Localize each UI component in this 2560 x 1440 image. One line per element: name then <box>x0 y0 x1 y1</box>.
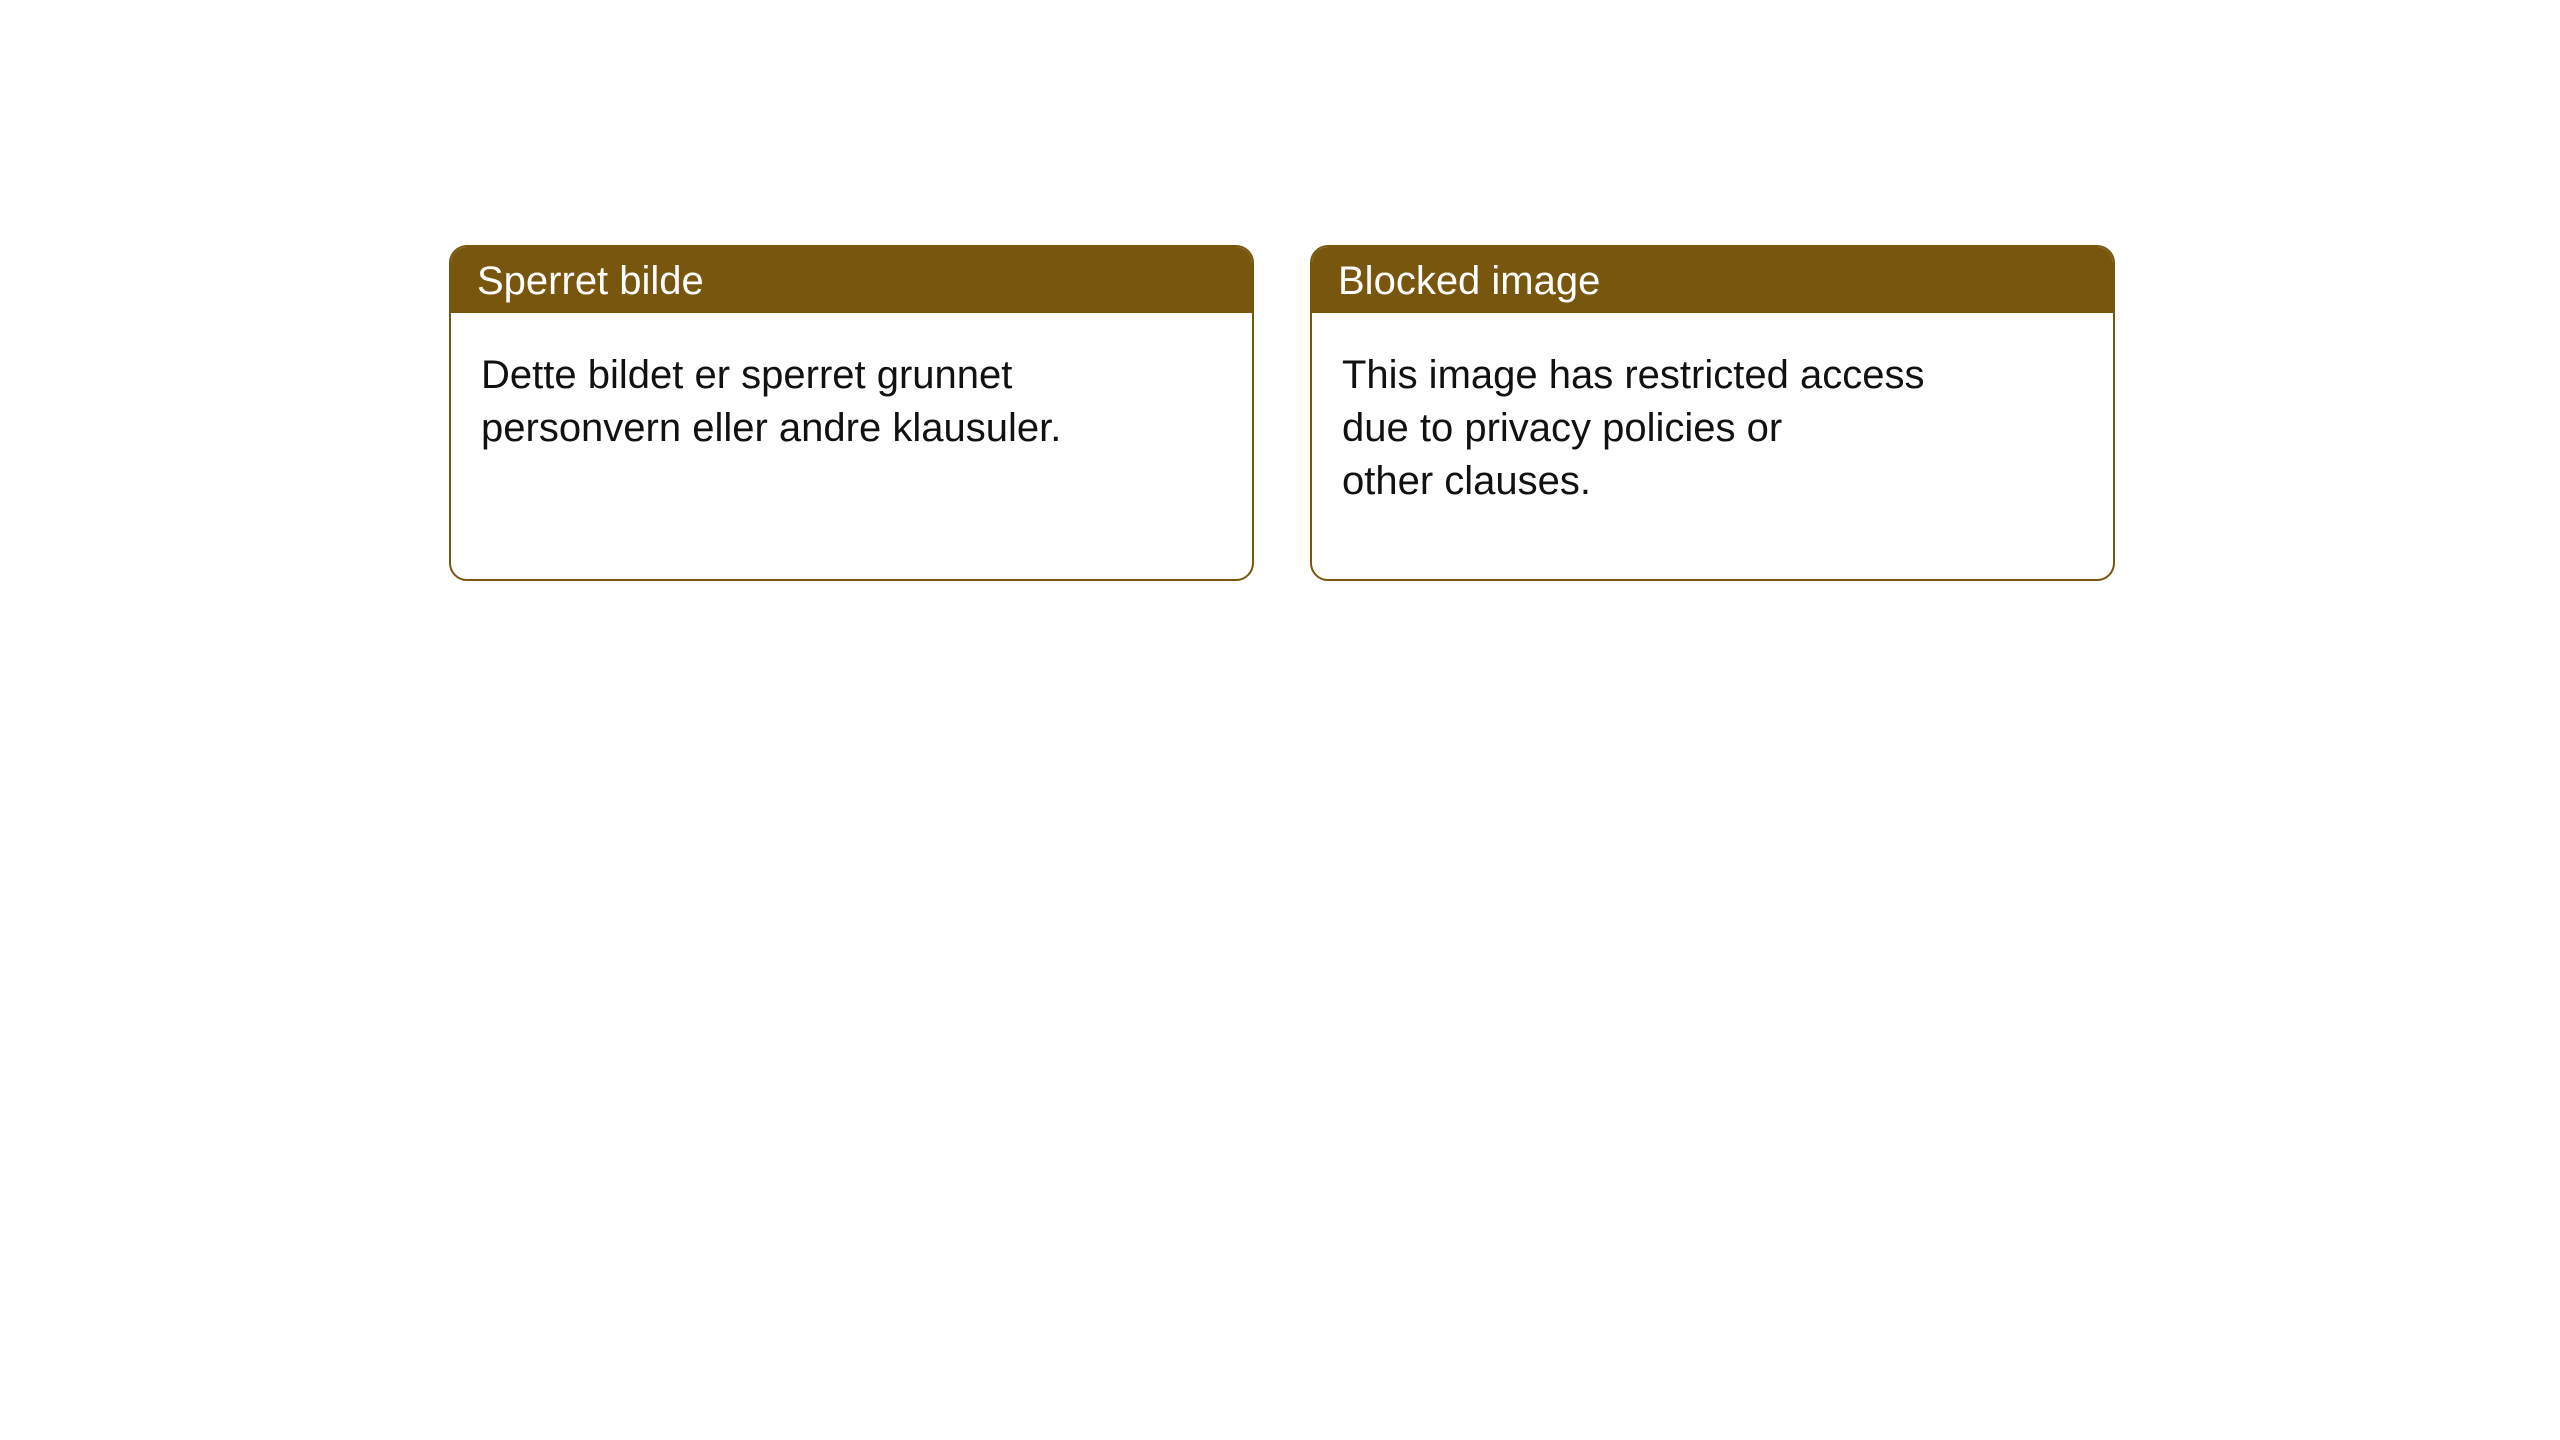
notice-card-body: This image has restricted access due to … <box>1312 313 2012 531</box>
notice-card-text: Dette bildet er sperret grunnet personve… <box>481 353 1061 450</box>
notice-card-title: Sperret bilde <box>477 259 704 303</box>
notice-card-title: Blocked image <box>1338 259 1600 303</box>
notice-card-header: Sperret bilde <box>451 247 1252 313</box>
notice-card-norwegian: Sperret bilde Dette bildet er sperret gr… <box>449 245 1254 581</box>
notice-card-header: Blocked image <box>1312 247 2113 313</box>
notice-card-english: Blocked image This image has restricted … <box>1310 245 2115 581</box>
notice-card-text: This image has restricted access due to … <box>1342 353 1924 503</box>
notice-card-body: Dette bildet er sperret grunnet personve… <box>451 313 1151 479</box>
notice-cards-row: Sperret bilde Dette bildet er sperret gr… <box>0 0 2560 581</box>
